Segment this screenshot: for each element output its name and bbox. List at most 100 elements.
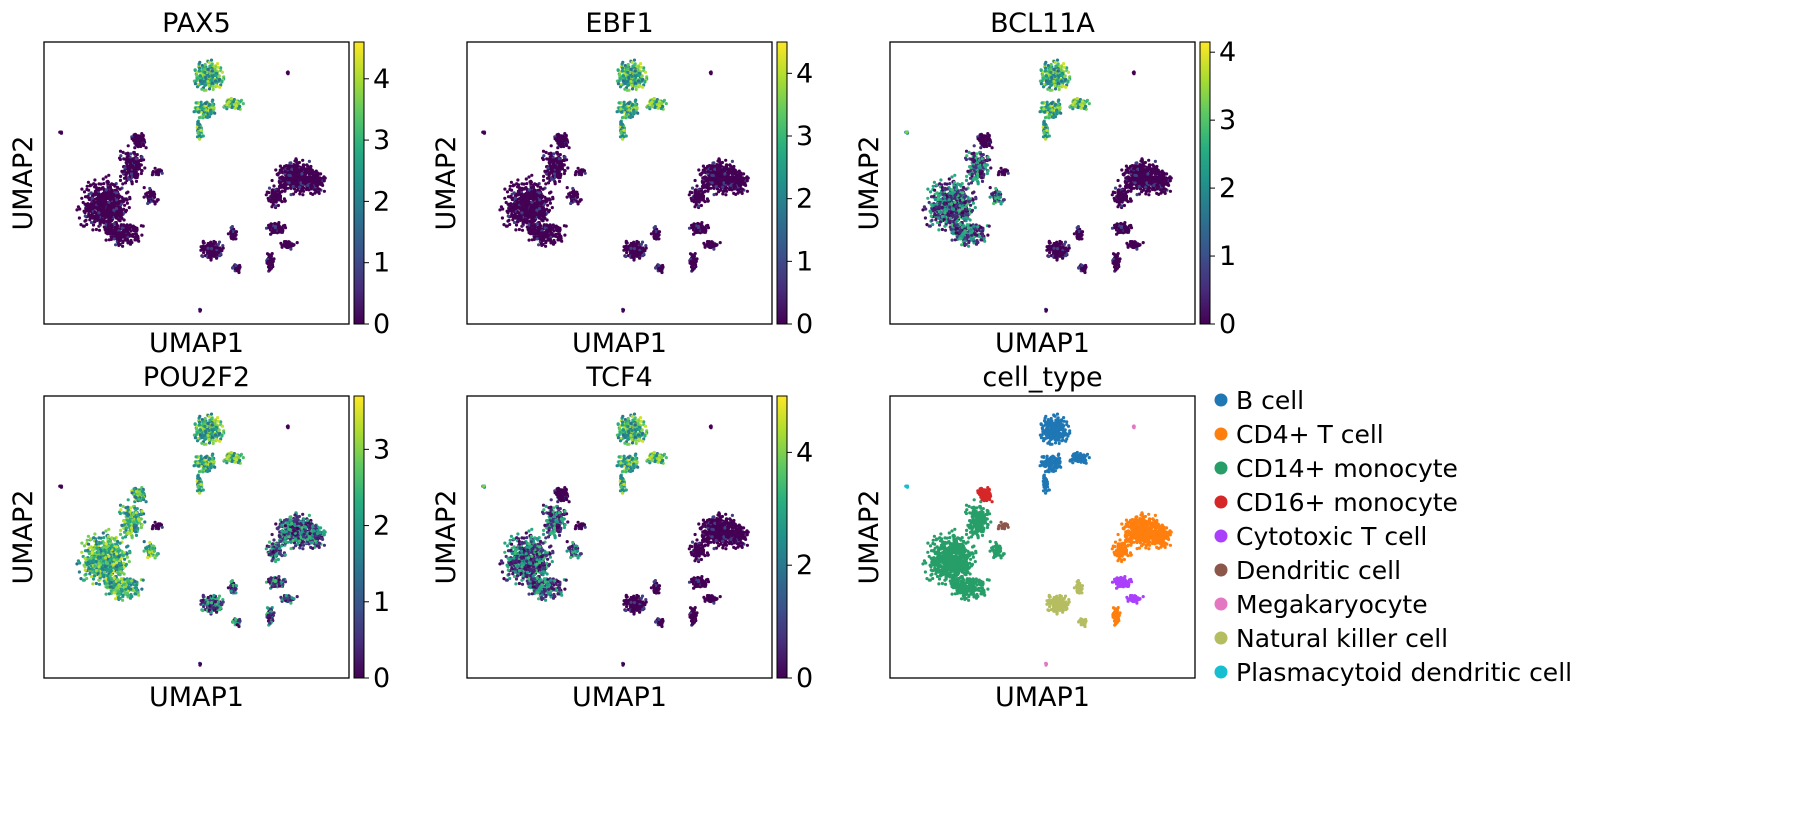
colorbar-tick-label: 2 <box>373 186 390 217</box>
cell-point <box>86 195 89 198</box>
cell-point <box>542 154 545 157</box>
cell-point <box>130 172 133 175</box>
cell-point <box>109 211 112 214</box>
cell-point <box>276 173 279 176</box>
cell-point <box>534 190 537 193</box>
cell-point <box>623 103 626 106</box>
cell-point <box>541 239 544 242</box>
cell-point <box>694 179 697 182</box>
panel-title: PAX5 <box>162 8 231 39</box>
cell-point <box>547 181 550 184</box>
cell-point <box>310 187 313 190</box>
cell-point <box>197 111 200 114</box>
cell-point <box>626 89 629 92</box>
cell-point <box>102 198 105 201</box>
cell-point <box>135 234 138 237</box>
cell-point <box>292 185 295 188</box>
cell-point <box>512 183 515 186</box>
cell-point <box>631 61 634 64</box>
cell-point <box>91 213 94 216</box>
cell-point <box>204 84 207 87</box>
cell-point <box>237 102 240 105</box>
cell-point <box>545 200 548 203</box>
cell-point <box>525 198 528 201</box>
cell-point <box>131 181 134 184</box>
cell-point <box>270 222 273 225</box>
cell-point <box>209 111 212 114</box>
cell-point <box>316 183 319 186</box>
cell-point <box>622 129 625 132</box>
cell-point <box>636 68 639 71</box>
cell-point <box>274 195 277 198</box>
cell-point <box>284 186 287 189</box>
cell-point <box>635 88 638 91</box>
cell-point <box>631 65 634 68</box>
cell-point <box>516 178 519 181</box>
cell-point <box>525 221 528 224</box>
cell-point <box>533 215 536 218</box>
cell-point <box>87 208 90 211</box>
cell-point <box>271 179 274 182</box>
cell-point <box>665 102 668 105</box>
cell-point <box>271 188 274 191</box>
cell-point <box>274 226 277 229</box>
cell-point <box>128 206 131 209</box>
cell-point <box>119 158 122 161</box>
cell-point <box>108 238 111 241</box>
cell-point <box>553 225 556 228</box>
cell-point <box>273 229 276 232</box>
cell-point <box>293 169 296 172</box>
cell-point <box>278 198 281 201</box>
cell-point <box>280 170 283 173</box>
colorbar-tick-label: 4 <box>373 64 390 95</box>
cell-point <box>203 80 206 83</box>
cell-point <box>619 85 622 88</box>
cell-point <box>238 105 241 108</box>
cell-point <box>527 202 530 205</box>
cell-point <box>124 152 127 155</box>
cell-point <box>527 175 530 178</box>
cell-point <box>123 229 126 232</box>
cell-point <box>119 179 122 182</box>
cell-point <box>151 171 154 174</box>
cell-point <box>505 225 508 228</box>
cell-point <box>546 177 549 180</box>
cell-point <box>198 67 201 70</box>
cell-point <box>546 166 549 169</box>
cell-point <box>215 257 218 260</box>
cell-point <box>268 267 271 270</box>
cell-point <box>214 79 217 82</box>
cell-point <box>203 89 206 92</box>
cell-point <box>551 206 554 209</box>
cell-point <box>556 175 559 178</box>
cell-point <box>296 164 299 167</box>
cell-point <box>270 205 273 208</box>
cell-point <box>298 192 301 195</box>
cell-point <box>548 199 551 202</box>
cell-point <box>89 183 92 186</box>
cell-point <box>230 97 233 100</box>
cell-point <box>118 239 121 242</box>
cell-point <box>91 197 94 200</box>
cell-point <box>308 172 311 175</box>
cell-point <box>506 211 509 214</box>
cell-point <box>203 71 206 74</box>
cell-point <box>277 204 280 207</box>
cell-point <box>140 172 143 175</box>
cell-point <box>515 182 518 185</box>
cell-point <box>538 207 541 210</box>
cell-point <box>118 231 121 234</box>
cell-point <box>518 228 521 231</box>
cell-point <box>119 208 122 211</box>
cell-point <box>119 175 122 178</box>
cell-point <box>110 182 113 185</box>
cell-point <box>569 202 572 205</box>
cell-point <box>98 229 101 232</box>
cell-point <box>202 251 205 254</box>
cell-point <box>631 103 634 106</box>
cell-point <box>302 181 305 184</box>
cell-point <box>206 80 209 83</box>
cell-point <box>80 188 83 191</box>
